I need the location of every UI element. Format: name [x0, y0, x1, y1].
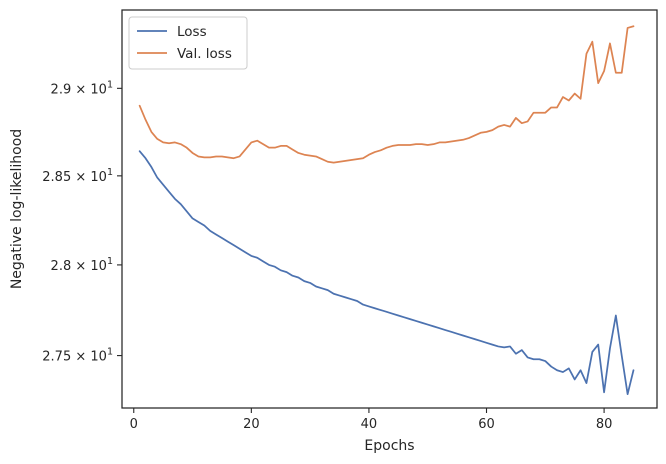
series-line-loss: [138, 150, 635, 396]
y-tick-base: 10: [90, 259, 107, 274]
x-tick-label: 80: [596, 417, 613, 432]
y-tick-exponent: 1: [107, 256, 113, 267]
y-tick-label: 2.8 × 101: [51, 256, 113, 274]
y-tick-times: ×: [71, 170, 90, 185]
y-tick-label: 2.75 × 101: [42, 347, 113, 365]
legend-box: [128, 16, 248, 70]
x-tick-label: 0: [130, 417, 138, 432]
legend: Loss Val. loss: [128, 16, 248, 70]
y-tick-mantissa: 2.75: [42, 350, 71, 365]
x-tick-label: 40: [361, 417, 378, 432]
y-tick-base: 10: [90, 82, 107, 97]
x-tick-label: 20: [243, 417, 260, 432]
y-tick-base: 10: [90, 350, 107, 365]
x-axis-label: Epochs: [364, 438, 414, 454]
y-tick-mantissa: 2.85: [42, 170, 71, 185]
plot-area: [138, 25, 635, 396]
legend-label-val-loss: Val. loss: [177, 46, 232, 62]
y-tick-mantissa: 2.8: [51, 259, 72, 274]
y-tick-times: ×: [71, 82, 90, 97]
y-axis-label: Negative log-likelihood: [9, 129, 25, 289]
y-tick-times: ×: [71, 350, 90, 365]
axes-frame: [121, 9, 658, 409]
y-tick-times: ×: [71, 259, 90, 274]
x-tick-label: 60: [478, 417, 495, 432]
y-tick-base: 10: [90, 170, 107, 185]
y-tick-label: 2.85 × 101: [42, 167, 113, 185]
y-tick-label: 2.9 × 101: [51, 79, 113, 97]
series-line-val-loss: [138, 25, 635, 164]
y-tick-exponent: 1: [107, 347, 113, 358]
x-axis: 0 20 40 60 80: [130, 408, 613, 432]
y-tick-exponent: 1: [107, 167, 113, 178]
legend-label-loss: Loss: [177, 24, 207, 40]
y-tick-mantissa: 2.9: [51, 82, 72, 97]
y-tick-exponent: 1: [107, 79, 113, 90]
